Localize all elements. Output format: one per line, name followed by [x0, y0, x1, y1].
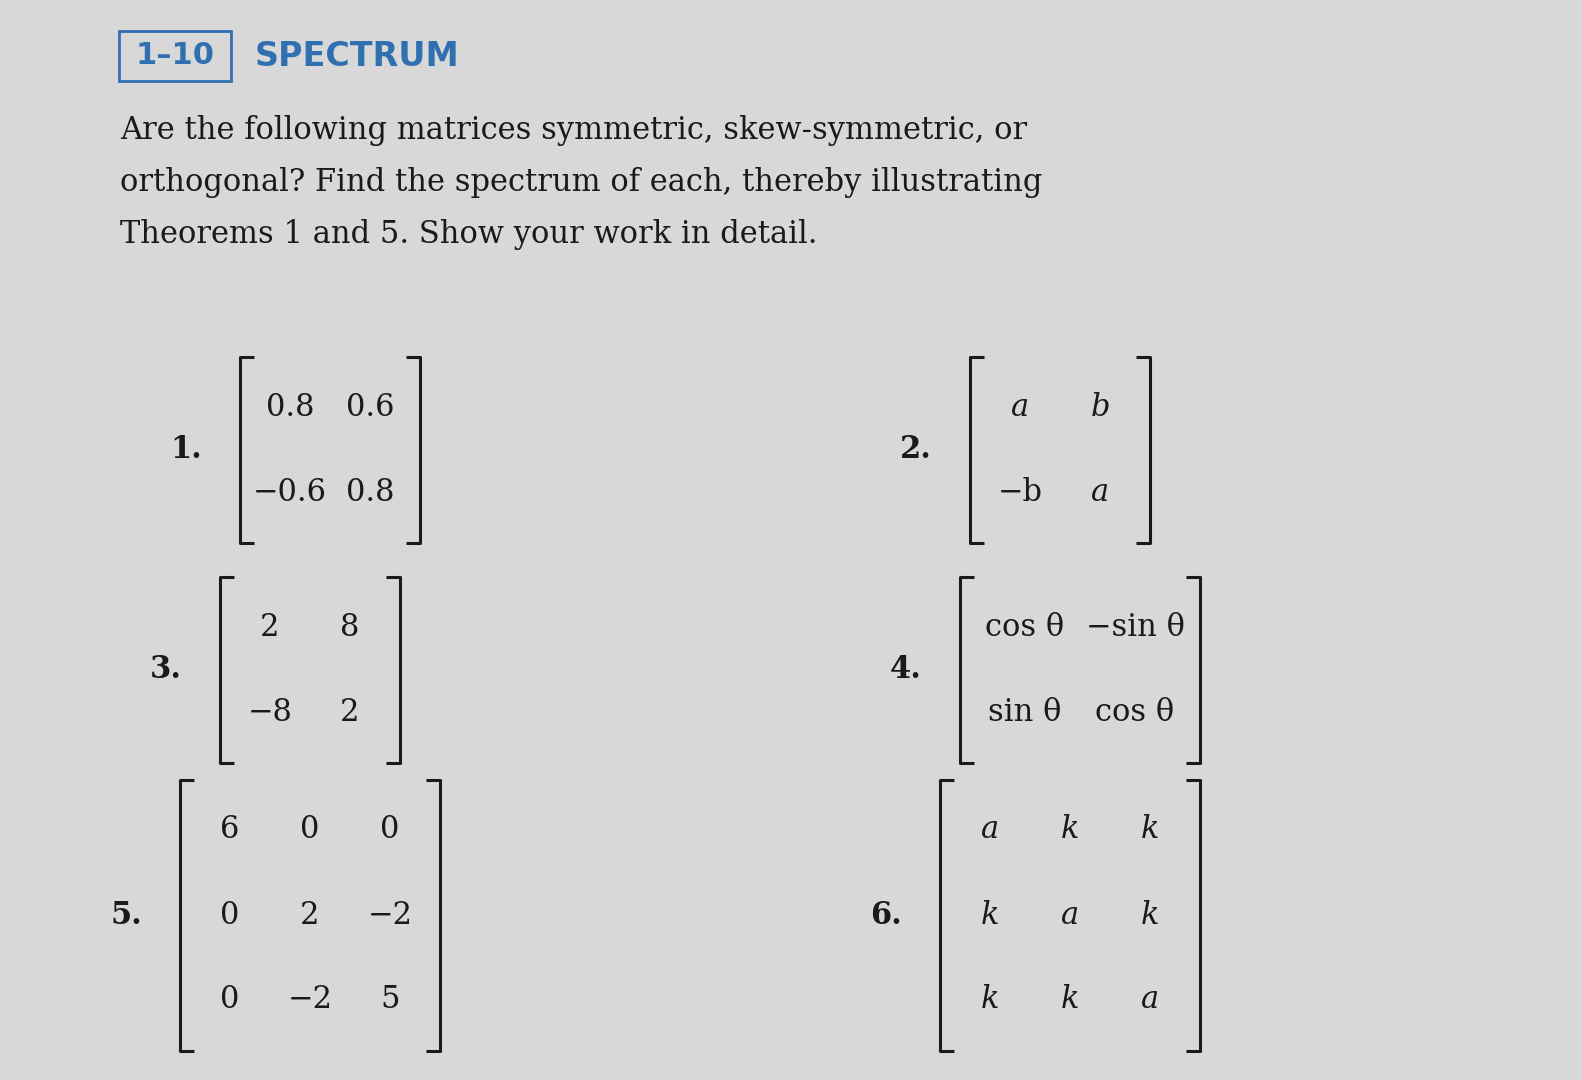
Text: 0: 0 — [220, 985, 240, 1015]
Text: orthogonal? Find the spectrum of each, thereby illustrating: orthogonal? Find the spectrum of each, t… — [120, 167, 1043, 198]
Text: −b: −b — [998, 477, 1043, 508]
Text: sin θ: sin θ — [989, 697, 1062, 728]
Text: 0.8: 0.8 — [346, 477, 394, 508]
Text: 5.: 5. — [111, 900, 142, 931]
Text: 1–10: 1–10 — [136, 41, 215, 70]
Text: −2: −2 — [288, 985, 332, 1015]
Text: k: k — [981, 900, 1000, 931]
Text: 3.: 3. — [150, 654, 182, 686]
Text: 0.8: 0.8 — [266, 392, 315, 423]
Text: k: k — [1141, 814, 1160, 846]
Text: 8: 8 — [340, 612, 359, 643]
Text: k: k — [1141, 900, 1160, 931]
Text: 1.: 1. — [171, 434, 202, 465]
Text: a: a — [1092, 477, 1109, 508]
Text: SPECTRUM: SPECTRUM — [255, 40, 460, 72]
Text: a: a — [1011, 392, 1028, 423]
Text: k: k — [1062, 985, 1079, 1015]
Text: Are the following matrices symmetric, skew-symmetric, or: Are the following matrices symmetric, sk… — [120, 114, 1027, 146]
Text: 2: 2 — [340, 697, 359, 728]
Text: 2: 2 — [301, 900, 320, 931]
Text: k: k — [981, 985, 1000, 1015]
Text: 2.: 2. — [900, 434, 932, 465]
Text: 5: 5 — [380, 985, 400, 1015]
Text: a: a — [1141, 985, 1160, 1015]
Text: cos θ: cos θ — [986, 612, 1065, 643]
Text: −0.6: −0.6 — [253, 477, 327, 508]
Text: b: b — [1090, 392, 1109, 423]
Text: 0: 0 — [220, 900, 240, 931]
Text: −8: −8 — [247, 697, 293, 728]
Text: 0.6: 0.6 — [346, 392, 394, 423]
Text: 0: 0 — [380, 814, 400, 846]
Text: −sin θ: −sin θ — [1085, 612, 1185, 643]
Text: a: a — [1062, 900, 1079, 931]
Text: 6.: 6. — [870, 900, 902, 931]
Text: 2: 2 — [261, 612, 280, 643]
Text: 0: 0 — [301, 814, 320, 846]
Text: −2: −2 — [367, 900, 413, 931]
Text: Theorems 1 and 5. Show your work in detail.: Theorems 1 and 5. Show your work in deta… — [120, 219, 818, 249]
Text: 4.: 4. — [891, 654, 922, 686]
Text: a: a — [981, 814, 1000, 846]
Text: cos θ: cos θ — [1095, 697, 1174, 728]
Text: k: k — [1062, 814, 1079, 846]
Text: 6: 6 — [220, 814, 240, 846]
